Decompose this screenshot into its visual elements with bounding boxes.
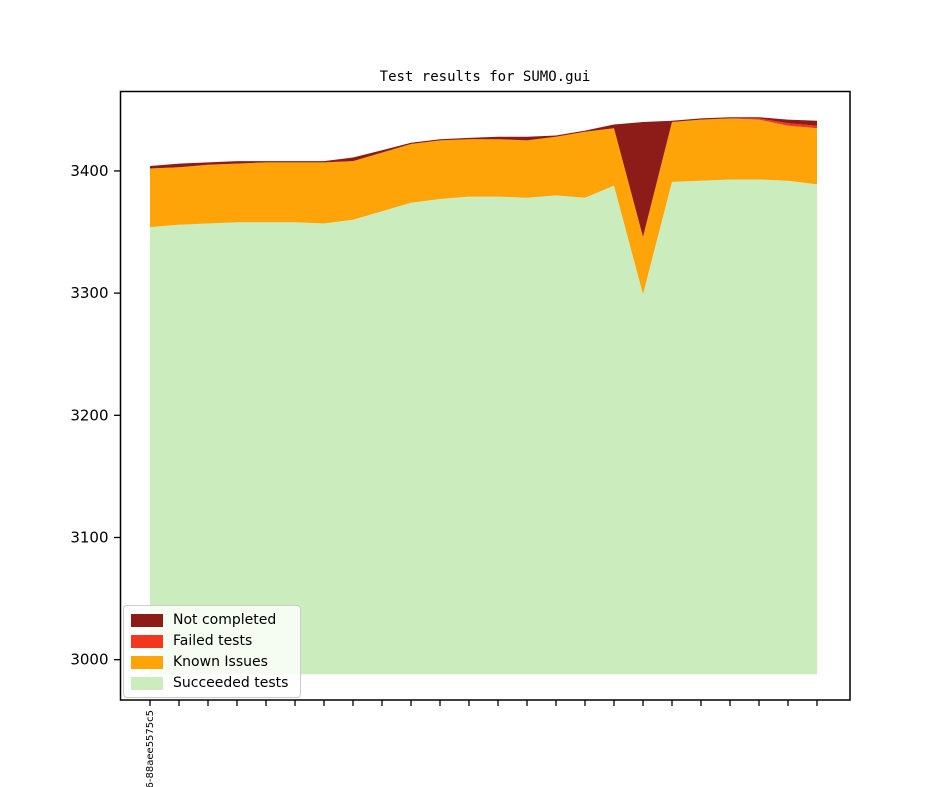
x-axis-ticks: 6-88aee5575c5: [145, 700, 818, 787]
y-axis-ticks: 3000 3100 3200 3300 3400: [70, 162, 121, 669]
series-area-succeeded-tests: [150, 179, 817, 675]
series-area-known-issues: [150, 118, 817, 295]
legend-swatch-failed-tests: [131, 634, 163, 648]
y-tick-label: 3000: [70, 651, 108, 669]
legend-row-known-issues: Known Issues: [131, 655, 288, 669]
legend-swatch-succeeded-tests: [131, 676, 163, 690]
x-tick-label-commit: 6-88aee5575c5: [145, 710, 156, 787]
series-area-not-completed: [150, 117, 817, 237]
legend-label: Failed tests: [173, 633, 253, 649]
chart-title: Test results for SUMO.gui: [379, 69, 591, 85]
stacked-areas: [150, 117, 817, 675]
plot-border: [119, 90, 851, 701]
legend: Not completed Failed tests Known Issues Suc…: [123, 605, 302, 698]
legend-row-failed-tests: Failed tests: [131, 634, 288, 648]
y-tick-label: 3100: [70, 528, 108, 546]
y-tick-label: 3400: [70, 162, 108, 180]
legend-label: Not completed: [173, 612, 277, 628]
legend-label: Known Issues: [173, 654, 268, 670]
legend-swatch-known-issues: [131, 655, 163, 669]
legend-label: Succeeded tests: [173, 675, 289, 691]
legend-swatch-not-completed: [131, 613, 163, 627]
legend-row-not-completed: Not completed: [131, 613, 288, 627]
y-tick-label: 3200: [70, 406, 108, 424]
y-tick-label: 3300: [70, 284, 108, 302]
legend-row-succeeded-tests: Succeeded tests: [131, 676, 288, 690]
